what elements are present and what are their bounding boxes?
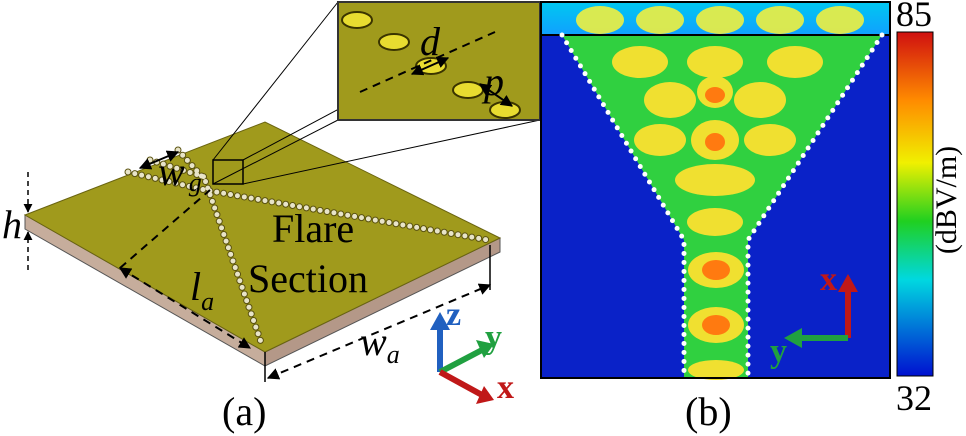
label-d: d [420,19,441,64]
label-wa: wa [360,319,400,369]
field-map: x y [540,1,891,381]
axis-y-b: y [770,333,787,370]
axis-z: z [446,296,461,333]
section-label: Section [248,256,368,301]
label-p: p [481,59,504,104]
axis-x: x [497,369,514,406]
colorbar-min: 32 [896,378,932,418]
label-h: h [2,202,22,247]
label-wg-base: w [158,149,185,194]
caption-a: (a) [222,389,266,434]
axis-y: y [485,319,502,356]
label-la-base: l [190,264,201,309]
colorbar-max: 85 [896,0,932,34]
axis-x-b: x [820,261,837,298]
label-la: la [190,264,214,316]
label-wa-base: w [360,319,387,364]
label-wa-sub: a [387,340,400,369]
colorbar-unit: (dBV/m) [930,146,963,254]
label-wg-sub: g [189,168,202,197]
colorbar: 85 32 (dBV/m) [896,0,963,418]
label-la-sub: a [201,287,214,316]
flare-label: Flare [272,206,354,251]
caption-b: (b) [685,389,732,434]
zoom-inset: d p [337,1,541,121]
